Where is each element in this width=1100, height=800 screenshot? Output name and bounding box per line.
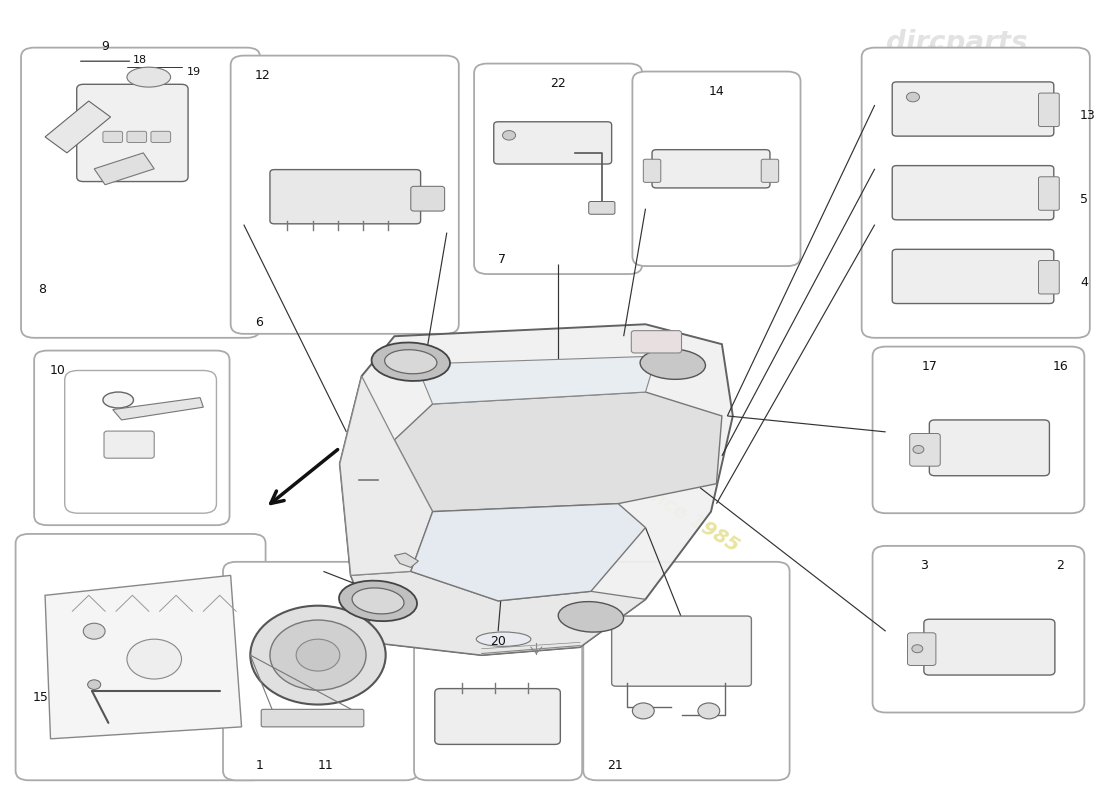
- FancyBboxPatch shape: [414, 622, 582, 780]
- Text: 18: 18: [132, 55, 146, 65]
- Text: 10: 10: [50, 364, 65, 377]
- Circle shape: [126, 639, 182, 679]
- Text: dircparts: dircparts: [913, 46, 1055, 74]
- FancyBboxPatch shape: [861, 48, 1090, 338]
- FancyBboxPatch shape: [434, 689, 560, 744]
- FancyBboxPatch shape: [126, 131, 146, 142]
- Circle shape: [88, 680, 101, 690]
- Text: 20: 20: [491, 635, 506, 648]
- Circle shape: [84, 623, 106, 639]
- Polygon shape: [395, 392, 722, 512]
- Circle shape: [697, 703, 719, 719]
- Text: 3: 3: [920, 559, 927, 573]
- Ellipse shape: [103, 392, 133, 408]
- Polygon shape: [95, 153, 154, 185]
- Text: 6: 6: [255, 316, 263, 330]
- FancyBboxPatch shape: [892, 166, 1054, 220]
- FancyBboxPatch shape: [924, 619, 1055, 675]
- FancyBboxPatch shape: [77, 84, 188, 182]
- FancyBboxPatch shape: [474, 63, 642, 274]
- Polygon shape: [45, 101, 111, 153]
- FancyBboxPatch shape: [930, 420, 1049, 476]
- FancyBboxPatch shape: [583, 562, 790, 780]
- Circle shape: [251, 606, 386, 705]
- Circle shape: [632, 703, 654, 719]
- Text: 22: 22: [550, 77, 566, 90]
- FancyBboxPatch shape: [588, 202, 615, 214]
- FancyBboxPatch shape: [34, 350, 230, 525]
- Ellipse shape: [126, 67, 170, 87]
- Polygon shape: [340, 376, 432, 575]
- Text: 13: 13: [1080, 109, 1096, 122]
- FancyBboxPatch shape: [231, 56, 459, 334]
- Polygon shape: [416, 356, 657, 404]
- FancyBboxPatch shape: [261, 710, 364, 727]
- Ellipse shape: [640, 349, 705, 379]
- Text: dircparts: dircparts: [887, 30, 1027, 58]
- Text: 12: 12: [255, 69, 271, 82]
- Polygon shape: [112, 398, 204, 420]
- Polygon shape: [395, 553, 418, 567]
- Circle shape: [906, 92, 920, 102]
- FancyBboxPatch shape: [612, 616, 751, 686]
- FancyBboxPatch shape: [223, 562, 418, 780]
- Text: 1: 1: [256, 758, 264, 772]
- Text: 5: 5: [1080, 193, 1088, 206]
- FancyBboxPatch shape: [908, 633, 936, 666]
- Circle shape: [296, 639, 340, 671]
- Text: 4: 4: [1080, 277, 1088, 290]
- FancyBboxPatch shape: [631, 330, 682, 353]
- FancyBboxPatch shape: [410, 186, 444, 211]
- Text: 15: 15: [33, 691, 48, 704]
- Ellipse shape: [339, 581, 417, 621]
- FancyBboxPatch shape: [65, 370, 217, 514]
- Ellipse shape: [352, 588, 404, 614]
- Ellipse shape: [476, 632, 531, 646]
- Circle shape: [913, 446, 924, 454]
- Text: 9: 9: [101, 40, 109, 54]
- FancyBboxPatch shape: [15, 534, 265, 780]
- FancyBboxPatch shape: [872, 546, 1085, 713]
- Ellipse shape: [372, 342, 450, 381]
- Text: 17: 17: [922, 360, 937, 373]
- Text: 8: 8: [39, 283, 46, 296]
- Circle shape: [912, 645, 923, 653]
- FancyBboxPatch shape: [103, 131, 122, 142]
- Text: 16: 16: [1053, 360, 1068, 373]
- FancyBboxPatch shape: [494, 122, 612, 164]
- FancyBboxPatch shape: [104, 431, 154, 458]
- FancyBboxPatch shape: [1038, 93, 1059, 126]
- Text: 21: 21: [607, 758, 623, 772]
- Circle shape: [270, 620, 366, 690]
- Polygon shape: [340, 324, 733, 655]
- Polygon shape: [351, 571, 646, 655]
- Text: 7: 7: [498, 253, 506, 266]
- FancyBboxPatch shape: [644, 159, 661, 182]
- Text: 19: 19: [187, 67, 201, 77]
- FancyBboxPatch shape: [21, 48, 260, 338]
- Polygon shape: [45, 575, 242, 739]
- FancyBboxPatch shape: [910, 434, 940, 466]
- FancyBboxPatch shape: [761, 159, 779, 182]
- FancyBboxPatch shape: [632, 71, 801, 266]
- FancyBboxPatch shape: [892, 250, 1054, 303]
- Text: 14: 14: [708, 85, 724, 98]
- FancyBboxPatch shape: [1038, 177, 1059, 210]
- FancyBboxPatch shape: [270, 170, 420, 224]
- Text: a passion for parts since 1985: a passion for parts since 1985: [451, 364, 742, 556]
- FancyBboxPatch shape: [1038, 261, 1059, 294]
- Text: 2: 2: [1056, 559, 1065, 573]
- Ellipse shape: [558, 602, 624, 632]
- Ellipse shape: [385, 350, 437, 374]
- FancyBboxPatch shape: [892, 82, 1054, 136]
- FancyBboxPatch shape: [872, 346, 1085, 514]
- FancyBboxPatch shape: [151, 131, 170, 142]
- FancyBboxPatch shape: [652, 150, 770, 188]
- Circle shape: [503, 130, 516, 140]
- Text: 11: 11: [318, 758, 333, 772]
- Polygon shape: [410, 504, 646, 601]
